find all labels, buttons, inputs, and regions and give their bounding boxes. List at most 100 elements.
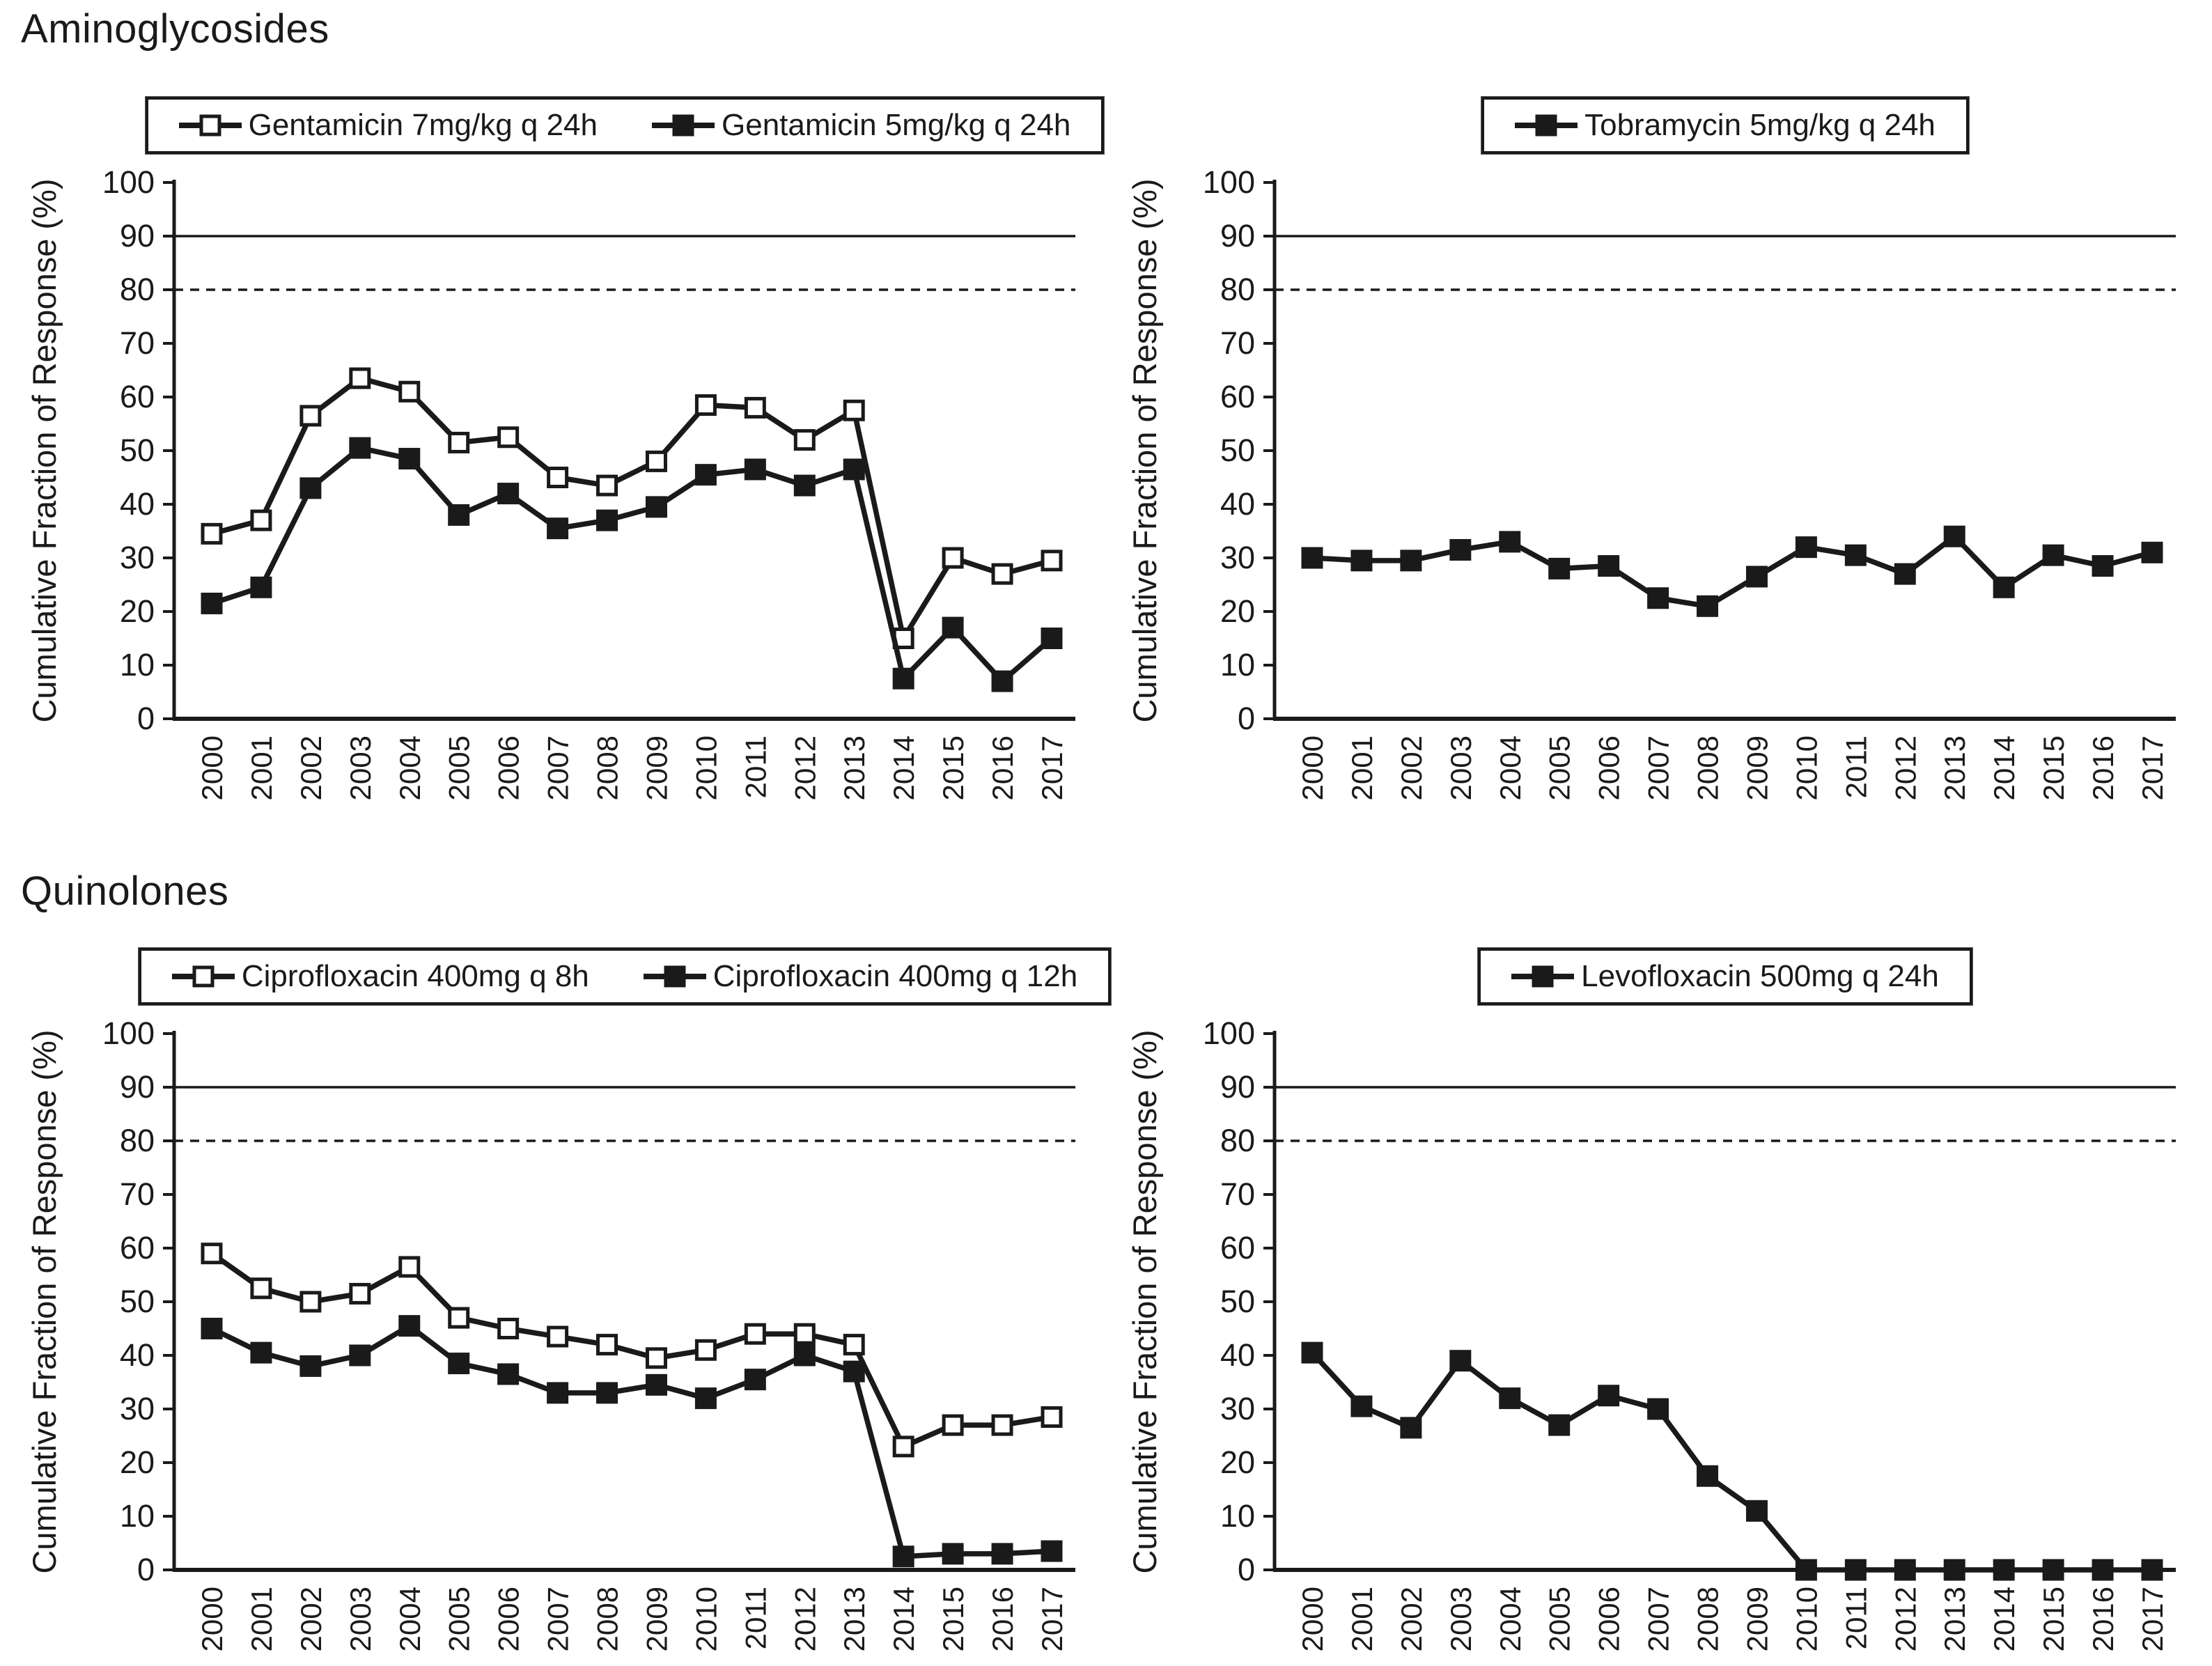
data-point-marker bbox=[2141, 541, 2163, 563]
data-point-marker bbox=[1993, 1559, 2015, 1581]
data-point-marker bbox=[1499, 531, 1521, 553]
x-tick-label: 2015 bbox=[937, 1587, 969, 1651]
data-point-marker bbox=[892, 1546, 914, 1568]
data-point-marker bbox=[1745, 1500, 1768, 1522]
legend-label: Ciprofloxacin 400mg q 8h bbox=[241, 959, 589, 993]
data-point-marker bbox=[201, 1243, 223, 1265]
data-point-marker bbox=[349, 367, 371, 389]
chart-plot-quinolones-left: Cumulative Fraction of Response (%) 0 10 20… bbox=[26, 1015, 1075, 1651]
y-tick-label: 40 bbox=[1220, 1337, 1255, 1373]
series-line bbox=[210, 1323, 1052, 1559]
x-tick-label: 2010 bbox=[1790, 1587, 1823, 1651]
data-point-marker bbox=[1041, 1540, 1063, 1562]
legend-label: Gentamicin 7mg/kg q 24h bbox=[248, 108, 598, 142]
data-point-marker bbox=[1499, 1387, 1521, 1410]
series-line bbox=[211, 375, 1052, 641]
y-tick-label: 40 bbox=[120, 486, 155, 522]
data-point-marker bbox=[547, 517, 569, 540]
x-tick-label: 2014 bbox=[887, 735, 920, 800]
data-point-marker bbox=[497, 1363, 520, 1385]
x-tick-label: 2009 bbox=[640, 735, 673, 800]
chart-panel-gentamicin: Gentamicin 7mg/kg q 24h Gentamicin 5mg/kg… bbox=[25, 89, 1105, 844]
chart-legend: Gentamicin 7mg/kg q 24h Gentamicin 5mg/kg… bbox=[144, 96, 1105, 155]
data-point-marker bbox=[299, 477, 322, 499]
x-tick-label: 2005 bbox=[443, 1587, 476, 1651]
series-line bbox=[1310, 1350, 2152, 1573]
x-tick-label: 2007 bbox=[542, 1587, 575, 1651]
legend-marker-filled-square-icon bbox=[1511, 965, 1575, 988]
y-tick-label: 30 bbox=[120, 1391, 155, 1426]
data-point-marker bbox=[892, 1435, 914, 1458]
data-point-marker bbox=[448, 1307, 470, 1329]
data-point-marker bbox=[1745, 566, 1768, 588]
section-title-quinolones: Quinolones bbox=[21, 869, 229, 914]
data-point-marker bbox=[942, 1414, 964, 1436]
data-point-marker bbox=[645, 496, 667, 518]
x-tick-label: 2003 bbox=[1444, 1587, 1477, 1651]
x-tick-label: 2010 bbox=[690, 1587, 722, 1651]
y-tick-label: 50 bbox=[1220, 433, 1255, 468]
x-tick-label: 2007 bbox=[1642, 735, 1675, 800]
y-tick-label: 50 bbox=[120, 1284, 155, 1319]
data-point-marker bbox=[1449, 538, 1472, 561]
data-point-marker bbox=[1041, 1406, 1063, 1428]
data-point-marker bbox=[1647, 1398, 1669, 1420]
y-tick-label: 90 bbox=[1220, 1069, 1255, 1105]
data-point-marker bbox=[1598, 555, 1620, 577]
data-point-marker bbox=[991, 1414, 1013, 1436]
x-tick-label: 2014 bbox=[1988, 1587, 2020, 1651]
x-tick-label: 2012 bbox=[1889, 1587, 1922, 1651]
data-point-marker bbox=[1301, 1341, 1323, 1364]
x-tick-label: 2015 bbox=[2037, 735, 2070, 800]
chart-legend-row: Tobramycin 5mg/kg q 24h bbox=[1275, 89, 2176, 162]
data-point-marker bbox=[744, 396, 766, 419]
data-point-marker bbox=[843, 458, 865, 481]
x-tick-label: 2011 bbox=[1839, 735, 1872, 798]
data-point-marker bbox=[1647, 587, 1669, 609]
legend-marker-filled-square-icon bbox=[643, 965, 706, 988]
data-point-marker bbox=[843, 399, 865, 421]
chart-legend: Levofloxacin 500mg q 24h bbox=[1477, 947, 1973, 1006]
y-tick-label: 70 bbox=[1220, 325, 1255, 361]
section-title-aminoglycosides: Aminoglycosides bbox=[21, 6, 329, 52]
data-point-marker bbox=[2042, 544, 2064, 566]
data-point-marker bbox=[596, 1382, 618, 1404]
x-tick-label: 2005 bbox=[1543, 1587, 1576, 1651]
y-tick-label: 90 bbox=[1220, 218, 1255, 254]
data-point-marker bbox=[843, 1360, 865, 1383]
chart-plot-quinolones-right: Cumulative Fraction of Response (%) 0 10 20… bbox=[1126, 1015, 2176, 1651]
legend-entry: Levofloxacin 500mg q 24h bbox=[1511, 959, 1939, 994]
x-tick-label: 2008 bbox=[1692, 1587, 1724, 1651]
x-tick-label: 2009 bbox=[1740, 1587, 1773, 1651]
data-point-marker bbox=[645, 1347, 667, 1369]
data-point-marker bbox=[1350, 550, 1373, 572]
x-tick-label: 2013 bbox=[1938, 1587, 1971, 1651]
data-point-marker bbox=[645, 450, 667, 472]
x-tick-label: 2004 bbox=[1494, 735, 1527, 800]
data-point-marker bbox=[448, 1353, 470, 1375]
legend-entry: Ciprofloxacin 400mg q 12h bbox=[643, 959, 1077, 994]
data-point-marker bbox=[547, 1325, 569, 1348]
y-tick-label: 90 bbox=[120, 1069, 155, 1105]
chart-legend-row: Levofloxacin 500mg q 24h bbox=[1275, 940, 2176, 1013]
x-tick-label: 2009 bbox=[1740, 735, 1773, 800]
y-tick-label: 30 bbox=[1220, 540, 1255, 575]
data-point-marker bbox=[250, 509, 272, 531]
y-tick-label: 80 bbox=[1220, 272, 1255, 307]
y-tick-label: 30 bbox=[1220, 1391, 1255, 1426]
legend-marker-filled-square-icon bbox=[652, 114, 715, 137]
data-point-marker bbox=[991, 670, 1013, 692]
x-tick-label: 2017 bbox=[2136, 735, 2169, 800]
x-tick-label: 2001 bbox=[245, 735, 278, 800]
series-line bbox=[1311, 534, 2153, 609]
x-tick-label: 2005 bbox=[443, 735, 476, 800]
legend-label: Levofloxacin 500mg q 24h bbox=[1581, 959, 1939, 993]
data-point-marker bbox=[398, 1256, 421, 1278]
data-point-marker bbox=[942, 616, 964, 639]
chart-legend: Ciprofloxacin 400mg q 8h Ciprofloxacin 40… bbox=[137, 947, 1112, 1006]
data-point-marker bbox=[201, 522, 223, 545]
data-point-marker bbox=[793, 429, 816, 451]
data-point-marker bbox=[349, 1282, 371, 1305]
data-point-marker bbox=[1795, 536, 1817, 559]
y-tick-label: 20 bbox=[120, 1445, 155, 1480]
